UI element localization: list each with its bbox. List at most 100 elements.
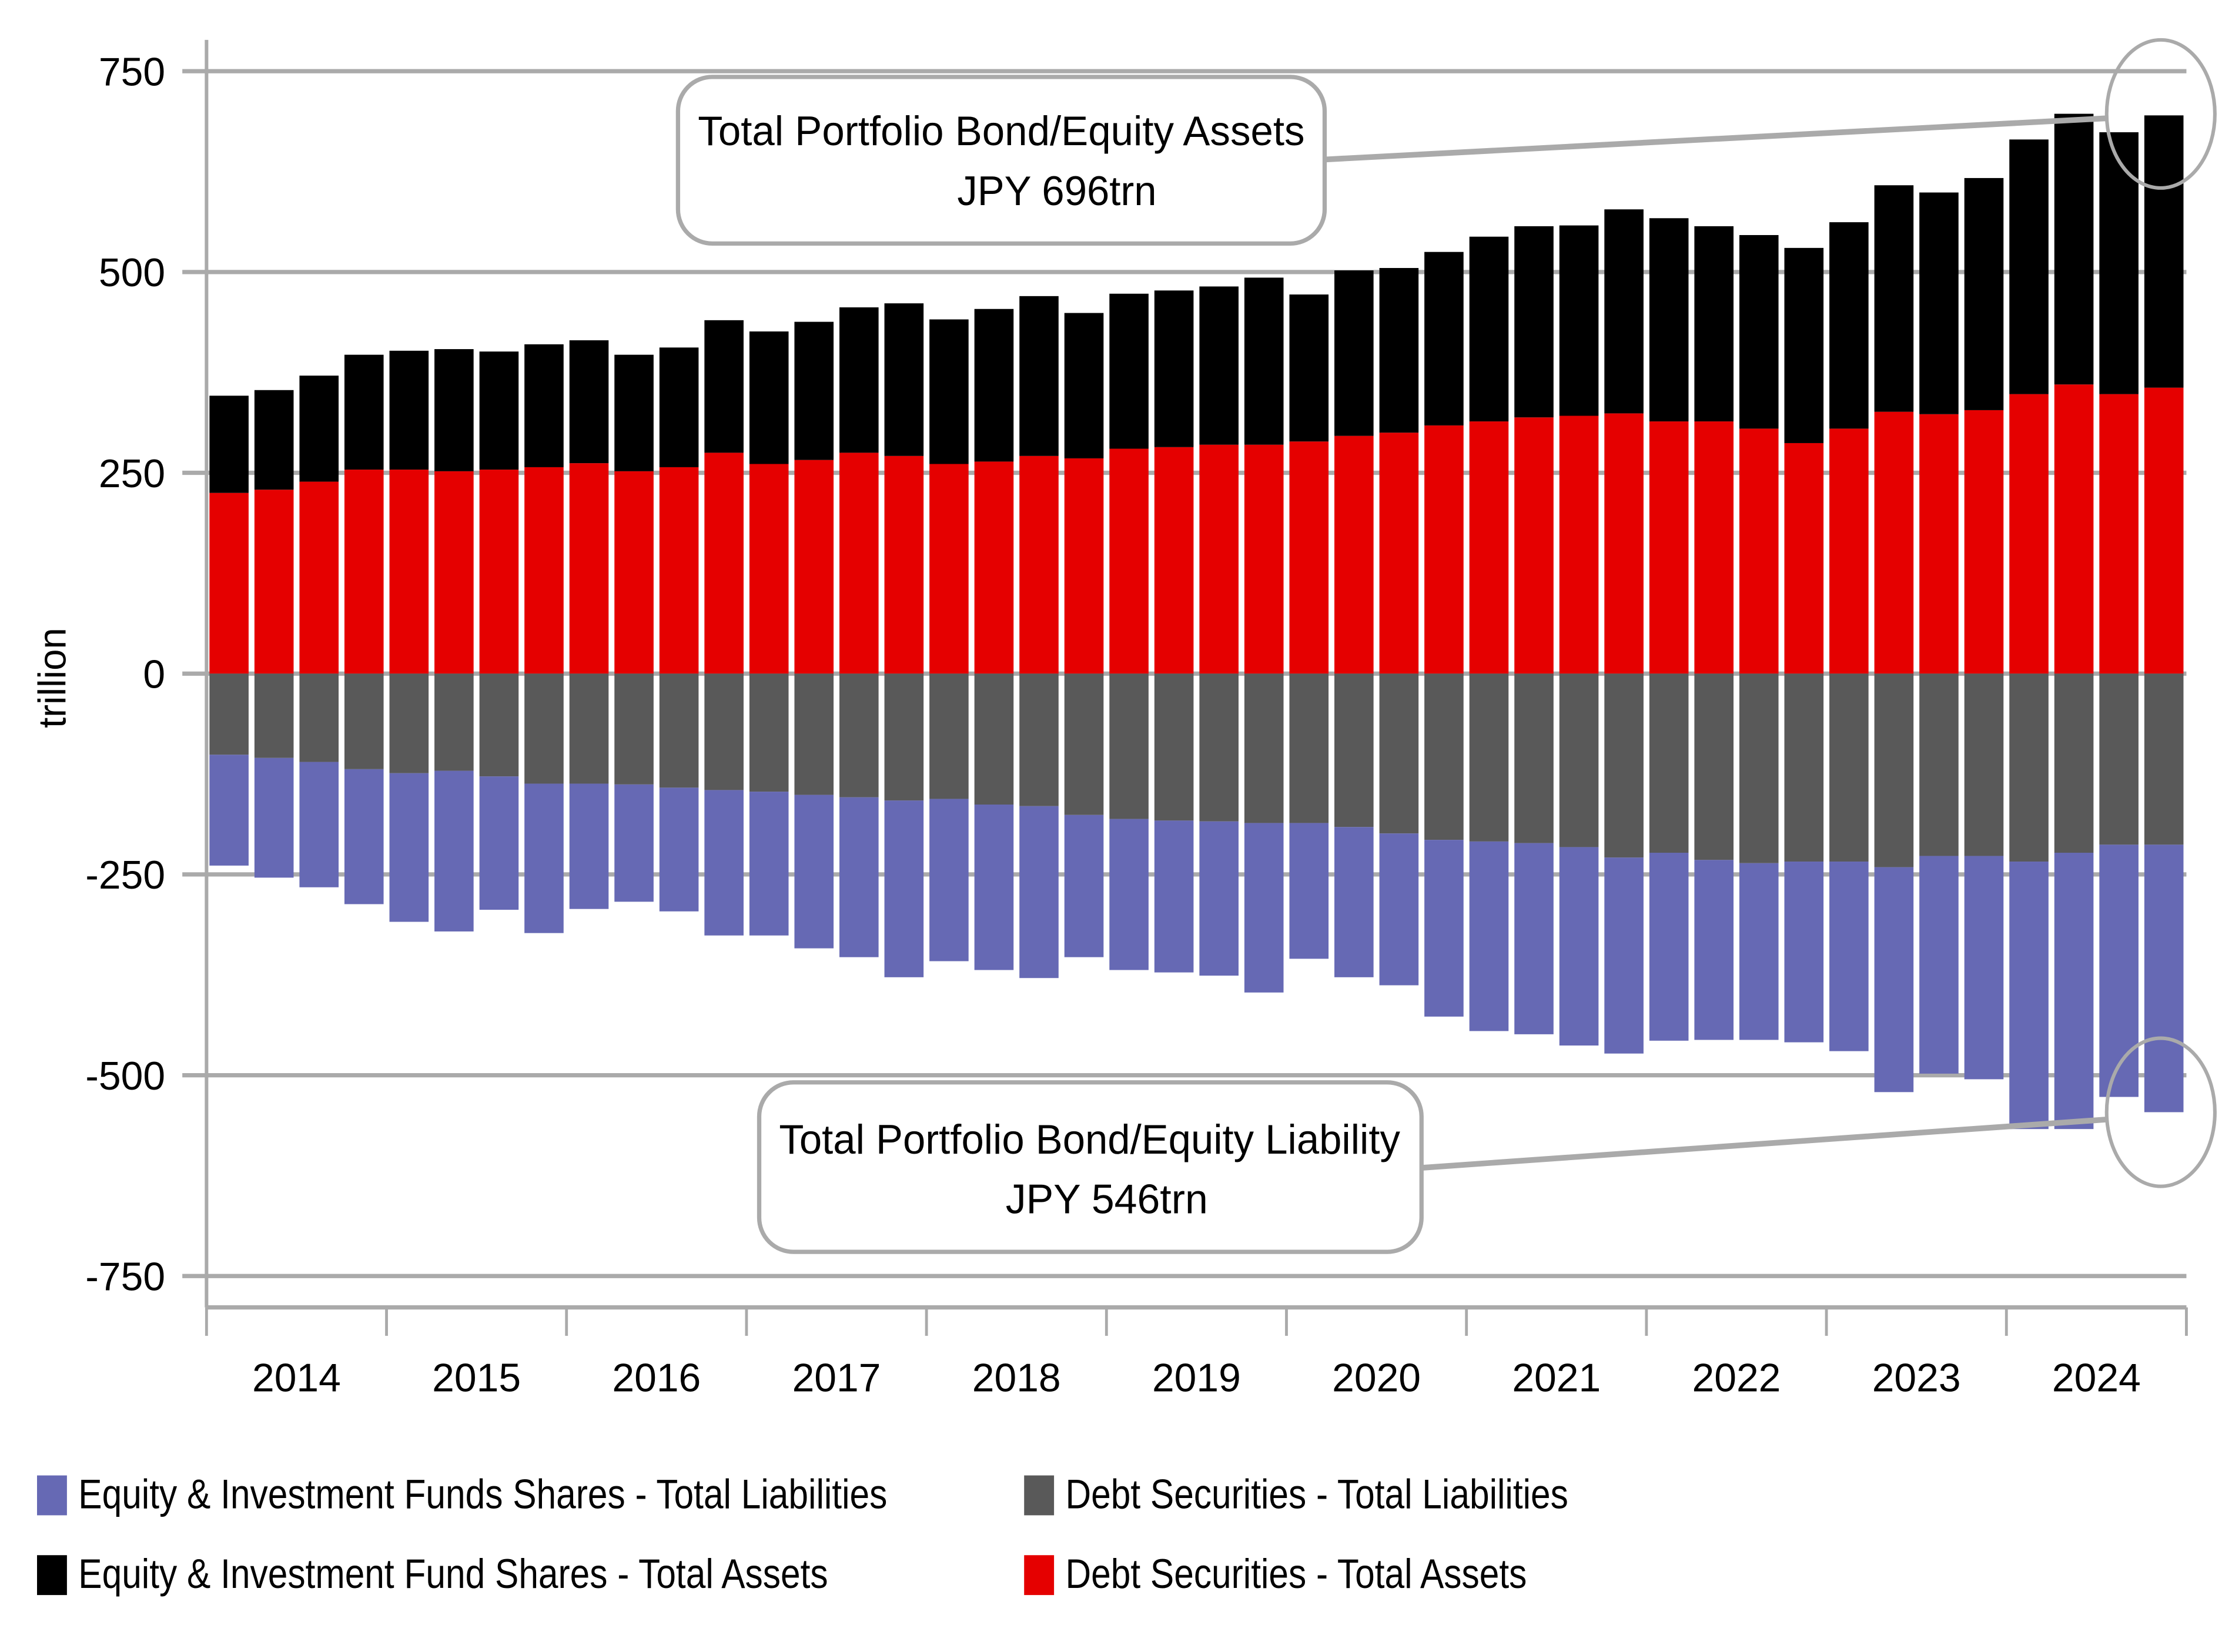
- bar-liabilities-s2-2017Q4: [884, 673, 924, 801]
- bar-liabilities-s3-2014Q3: [299, 762, 339, 887]
- x-tick-labels: 2014 2015 2016 2017 2018 2019 2020 2021 2022 2023…: [252, 1356, 2141, 1400]
- bar-liabilities-s2-2024Q3: [2099, 673, 2139, 845]
- bar-assets-s0-2023Q4: [1964, 410, 2004, 674]
- bar-assets-s0-2023Q3: [1919, 414, 1959, 674]
- bar-liabilities-s2-2020Q1: [1289, 673, 1329, 823]
- bar-liabilities-s3-2021Q4: [1604, 857, 1644, 1054]
- bar-liabilities-s3-2019Q2: [1154, 820, 1194, 973]
- bar-assets-s0-2022Q2: [1694, 421, 1734, 674]
- bar-assets-s1-2018Q4: [1064, 313, 1104, 458]
- bar-assets-s1-2015Q1: [389, 350, 429, 470]
- bar-liabilities-s3-2017Q4: [884, 800, 924, 977]
- bar-assets-s1-2024Q3: [2099, 132, 2139, 394]
- bar-assets-s0-2015Q1: [389, 470, 429, 674]
- bar-assets-s0-2022Q3: [1739, 428, 1779, 674]
- assets-callout-leader: [1324, 115, 2109, 163]
- y-tick-label: 750: [99, 50, 165, 94]
- bar-liabilities-s3-2017Q2: [794, 795, 834, 949]
- legend-label-debt-assets: Debt Securities - Total Assets: [1065, 1552, 1527, 1597]
- bar-liabilities-s3-2020Q2: [1334, 827, 1374, 977]
- bar-liabilities-s2-2020Q4: [1424, 673, 1464, 840]
- bar-liabilities-s2-2019Q2: [1154, 673, 1194, 821]
- bar-liabilities-s3-2016Q3: [659, 788, 699, 912]
- bar-assets-s0-2016Q3: [659, 467, 699, 674]
- liability-callout: Total Portfolio Bond/Equity Liability JP…: [757, 1036, 2217, 1254]
- bar-liabilities-s3-2022Q3: [1739, 863, 1779, 1040]
- bar-liabilities-s3-2014Q2: [254, 758, 294, 878]
- bar-assets-s1-2016Q2: [614, 354, 654, 471]
- legend-label-equity-liabilities: Equity & Investment Funds Shares - Total…: [78, 1472, 888, 1518]
- legend-item-equity-liabilities: Equity & Investment Funds Shares - Total…: [37, 1472, 1024, 1519]
- bar-assets-s1-2024Q2: [2054, 113, 2094, 385]
- legend-swatch-debt-liabilities: [1024, 1475, 1055, 1516]
- x-tick-label-2021: 2021: [1512, 1356, 1601, 1400]
- bar-liabilities-s3-2018Q1: [929, 799, 969, 961]
- bar-liabilities-s2-2017Q1: [749, 673, 789, 792]
- bar-assets-s1-2014Q3: [299, 376, 339, 482]
- bar-assets-s1-2023Q2: [1874, 185, 1914, 412]
- bar-liabilities-s3-2023Q1: [1829, 862, 1869, 1051]
- bar-assets-s1-2014Q2: [254, 390, 294, 490]
- bar-liabilities-s3-2018Q4: [1064, 815, 1104, 957]
- bar-assets-s0-2016Q4: [704, 453, 744, 674]
- bar-assets-s0-2024Q2: [2054, 384, 2094, 674]
- bar-assets-s0-2021Q1: [1469, 421, 1509, 674]
- bar-liabilities-s3-2022Q1: [1649, 853, 1689, 1041]
- bar-assets-s1-2017Q3: [839, 307, 879, 453]
- bar-assets-s1-2014Q4: [344, 354, 384, 470]
- legend: Equity & Investment Funds Shares - Total…: [37, 1456, 2174, 1615]
- x-tick-label-2022: 2022: [1692, 1356, 1781, 1400]
- bar-liabilities-s3-2015Q3: [479, 776, 519, 910]
- bar-assets-s0-2020Q3: [1379, 433, 1419, 674]
- legend-item-equity-assets: Equity & Investment Fund Shares - Total …: [37, 1552, 1024, 1599]
- bar-liabilities-s2-2023Q4: [1964, 673, 2004, 856]
- bar-liabilities-s2-2019Q3: [1199, 673, 1239, 822]
- bar-liabilities-s3-2022Q2: [1694, 860, 1734, 1040]
- x-tick-label-2024: 2024: [2052, 1356, 2141, 1400]
- bar-assets-s1-2022Q2: [1694, 226, 1734, 422]
- bar-liabilities-s2-2024Q1: [2009, 673, 2049, 862]
- bar-liabilities-s3-2017Q3: [839, 797, 879, 957]
- bar-liabilities-s2-2024Q4: [2144, 673, 2184, 845]
- bar-assets-s1-2023Q3: [1919, 192, 1959, 414]
- bar-liabilities-s2-2015Q3: [479, 673, 519, 777]
- bar-liabilities-s3-2017Q1: [749, 792, 789, 936]
- bar-liabilities-s2-2024Q2: [2054, 673, 2094, 853]
- bar-liabilities-s2-2015Q1: [389, 673, 429, 773]
- bar-assets-s1-2016Q1: [569, 340, 609, 464]
- bar-assets-s1-2022Q1: [1649, 218, 1689, 422]
- bar-liabilities-s2-2023Q3: [1919, 673, 1959, 856]
- bar-liabilities-s3-2020Q3: [1379, 833, 1419, 986]
- bar-liabilities-s3-2023Q4: [1964, 856, 2004, 1080]
- bar-liabilities-s2-2021Q4: [1604, 673, 1644, 858]
- bar-liabilities-s2-2017Q2: [794, 673, 834, 795]
- bar-liabilities-s2-2014Q2: [254, 673, 294, 758]
- bar-assets-s0-2024Q1: [2009, 394, 2049, 674]
- legend-label-equity-assets: Equity & Investment Fund Shares - Total …: [78, 1552, 828, 1597]
- bar-assets-s1-2018Q1: [929, 319, 969, 464]
- bar-assets-s0-2015Q2: [434, 471, 474, 674]
- bar-assets-s1-2024Q1: [2009, 139, 2049, 394]
- bar-assets-s0-2014Q4: [344, 470, 384, 674]
- bar-liabilities-s2-2014Q1: [209, 673, 249, 755]
- bar-liabilities-s2-2017Q3: [839, 673, 879, 797]
- bar-assets-s1-2022Q3: [1739, 234, 1779, 429]
- bar-assets-s0-2014Q2: [254, 490, 294, 674]
- bar-assets-s0-2019Q2: [1154, 447, 1194, 674]
- bar-assets-s1-2015Q4: [524, 344, 564, 467]
- bar-liabilities-s2-2016Q4: [704, 673, 744, 790]
- bar-liabilities-s2-2018Q1: [929, 673, 969, 799]
- legend-swatch-equity-liabilities: [37, 1475, 67, 1516]
- bar-assets-s1-2019Q1: [1109, 293, 1149, 449]
- bar-liabilities-s3-2024Q2: [2054, 853, 2094, 1130]
- liability-callout-box: [757, 1080, 1424, 1254]
- y-axis-label: trillion: [31, 628, 73, 728]
- y-tick-label: -250: [85, 853, 165, 897]
- assets-callout: Total Portfolio Bond/Equity Assets JPY 6…: [675, 38, 2217, 246]
- bar-liabilities-s2-2019Q1: [1109, 673, 1149, 819]
- x-tick-label-2018: 2018: [972, 1356, 1061, 1400]
- bar-liabilities-s3-2024Q1: [2009, 862, 2049, 1130]
- bar-liabilities-s3-2021Q3: [1559, 847, 1599, 1046]
